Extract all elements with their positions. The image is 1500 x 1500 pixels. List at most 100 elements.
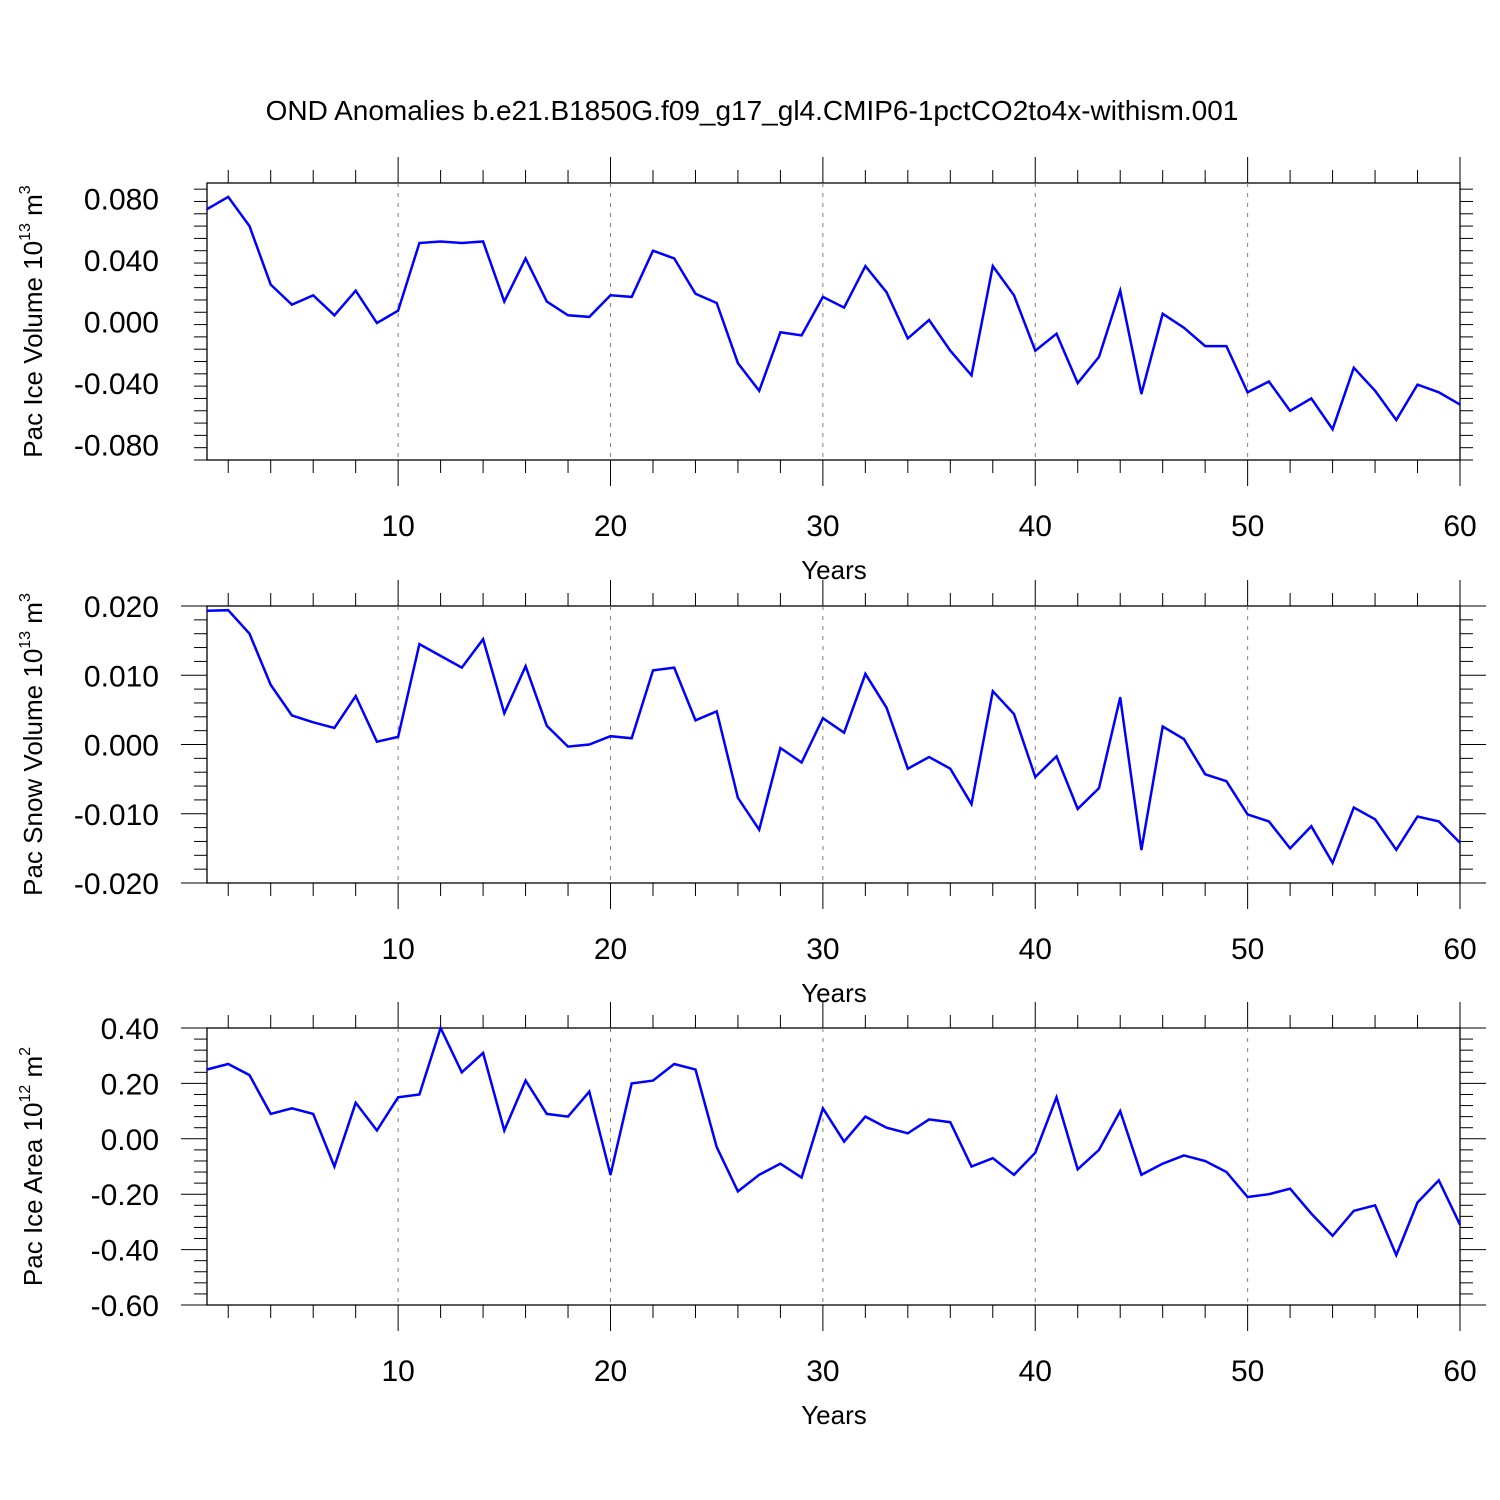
data-point: [1416, 1201, 1419, 1204]
data-point: [609, 1174, 612, 1176]
y-tick-label: -0.60: [91, 1290, 159, 1323]
data-point: [482, 240, 484, 243]
data-point: [1437, 391, 1440, 394]
data-point: [206, 1068, 208, 1071]
data-point: [1268, 380, 1270, 383]
data-point: [907, 337, 909, 340]
data-point: [758, 389, 760, 392]
data-point: [397, 1096, 399, 1099]
data-point: [1013, 1174, 1015, 1176]
data-point: [461, 242, 463, 244]
data-point: [758, 828, 760, 831]
data-point: [418, 242, 421, 244]
data-point: [822, 1107, 824, 1110]
data-point: [1119, 696, 1122, 699]
data-point: [1098, 356, 1100, 358]
y-tick-label: -0.010: [74, 799, 159, 832]
data-point: [1034, 776, 1037, 778]
data-point: [206, 610, 208, 612]
data-point: [333, 314, 336, 317]
data-point: [1246, 391, 1249, 394]
data-point: [949, 767, 952, 770]
data-point: [949, 349, 952, 352]
data-point: [1076, 382, 1079, 384]
data-point: [1289, 1187, 1291, 1190]
y-tick-label: 0.000: [84, 730, 159, 763]
data-point: [1140, 393, 1143, 395]
data-point: [545, 725, 548, 727]
data-point: [843, 306, 845, 309]
data-point: [1395, 848, 1398, 851]
data-point: [461, 666, 463, 669]
data-point: [1225, 1171, 1228, 1173]
data-point: [694, 1068, 697, 1071]
x-axis-title: Years: [801, 978, 867, 1008]
data-point: [1055, 1096, 1058, 1099]
data-point: [928, 756, 930, 758]
x-tick-label: 20: [594, 510, 627, 543]
y-axis-title: Pac Snow Volume 1013 m3: [17, 593, 48, 896]
data-point: [1161, 313, 1164, 315]
x-tick-label: 30: [806, 510, 839, 543]
data-point: [907, 1132, 909, 1135]
data-point: [737, 797, 739, 799]
plot-frame: [206, 605, 1461, 884]
plot-frame: [206, 1027, 1461, 1306]
data-point: [376, 740, 378, 743]
data-point: [1353, 366, 1355, 369]
data-point: [715, 710, 718, 713]
data-point: [503, 1129, 506, 1132]
data-point: [269, 283, 272, 286]
x-tick-label: 30: [806, 933, 839, 966]
data-point: [800, 761, 803, 764]
data-point: [1034, 349, 1037, 352]
data-point: [1076, 1168, 1079, 1171]
data-point: [1268, 820, 1270, 823]
data-point: [461, 1071, 463, 1074]
series-line: [206, 1024, 1462, 1259]
data-point: [715, 1146, 718, 1148]
data-point: [673, 1063, 676, 1065]
x-tick-label: 60: [1443, 933, 1476, 966]
data-point: [1055, 755, 1058, 758]
data-point: [1204, 345, 1206, 347]
y-tick-label: 0.080: [84, 183, 159, 216]
data-point: [482, 1052, 484, 1054]
data-point: [779, 331, 782, 334]
data-point: [737, 1190, 739, 1193]
data-point: [588, 743, 591, 746]
data-point: [822, 296, 824, 298]
data-point: [312, 721, 314, 724]
data-point: [800, 334, 803, 337]
data-point: [1098, 787, 1100, 789]
data-point: [1353, 1210, 1355, 1212]
data-point: [545, 1113, 548, 1115]
data-point: [630, 296, 633, 298]
data-point: [524, 257, 527, 260]
data-point: [1204, 1160, 1206, 1162]
data-point: [1289, 847, 1291, 850]
data-point: [291, 1107, 293, 1110]
x-tick-label: 40: [1019, 510, 1052, 543]
data-point: [227, 1063, 230, 1065]
data-point: [1459, 842, 1461, 844]
data-point: [970, 374, 973, 377]
data-point: [1204, 773, 1206, 776]
series-line: [206, 608, 1461, 866]
data-point: [269, 1113, 272, 1115]
chart-panel-3: 10 20 30 40 50 60 -0.60 -0.40 -0.20 0.00 0.20 0.40 Y…: [17, 1002, 1486, 1430]
data-point: [1246, 813, 1249, 816]
data-point: [567, 745, 569, 748]
data-point: [439, 240, 442, 243]
data-point: [652, 1079, 654, 1082]
data-point: [482, 638, 484, 641]
data-point: [291, 714, 293, 717]
x-tick-label: 20: [594, 933, 627, 966]
data-point: [1183, 326, 1185, 329]
data-point: [1416, 815, 1419, 818]
data-point: [843, 731, 845, 734]
y-tick-label: 0.40: [101, 1013, 159, 1046]
data-point: [1183, 738, 1185, 740]
y-axis-title: Pac Ice Area 1012 m2: [17, 1047, 48, 1286]
